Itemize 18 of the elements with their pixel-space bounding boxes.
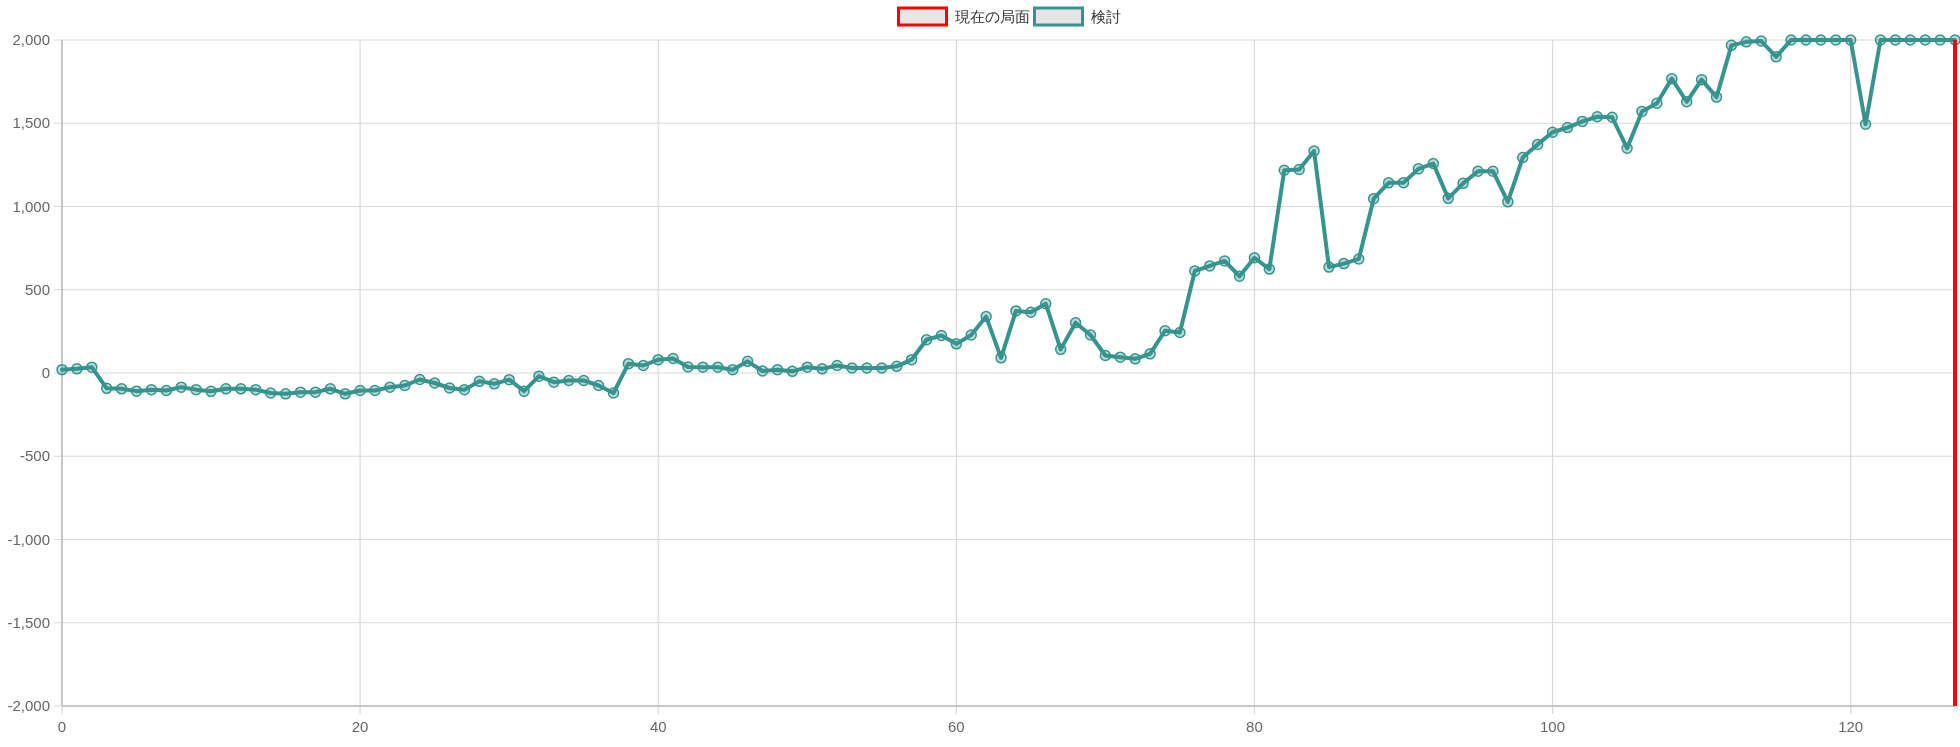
y-tick-label: 1,000 (12, 197, 50, 215)
x-tick-label: 80 (1246, 718, 1263, 735)
y-tick-label: 2,000 (12, 31, 50, 48)
y-tick-label: 0 (41, 364, 50, 381)
y-tick-label: -500 (19, 447, 50, 465)
y-tick-label: -2,000 (7, 697, 50, 714)
legend-label: 現在の局面 (954, 8, 1030, 25)
x-tick-label: 40 (649, 718, 667, 735)
y-tick-label: 500 (24, 280, 50, 298)
x-tick-label: 60 (947, 718, 965, 735)
x-tick-label: 20 (351, 718, 369, 735)
y-tick-label: 1,500 (12, 114, 50, 132)
y-tick-label: -1,500 (7, 613, 50, 631)
legend-label: 検討 (1090, 8, 1121, 25)
y-tick-label: -1,000 (7, 530, 50, 548)
x-tick-label: 0 (57, 718, 67, 735)
x-tick-label: 120 (1838, 718, 1864, 735)
x-tick-label: 100 (1540, 718, 1566, 735)
